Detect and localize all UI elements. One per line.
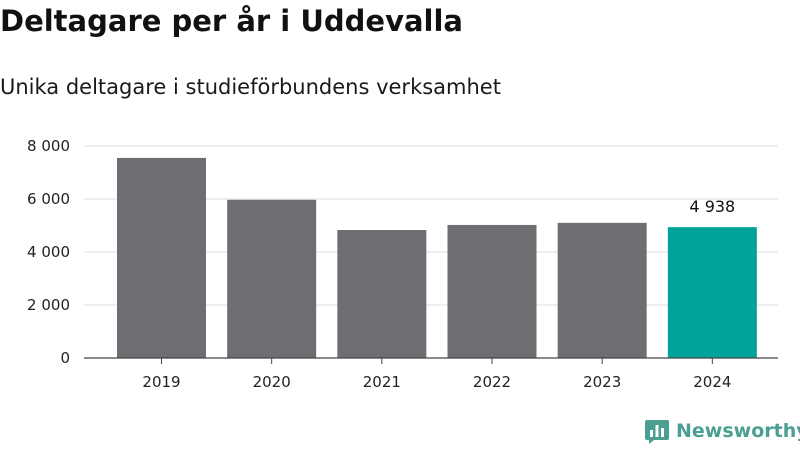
y-tick-label: 8 000 <box>27 137 70 155</box>
bar-2020 <box>227 199 317 358</box>
bar-2021 <box>337 230 427 358</box>
axes <box>84 357 778 364</box>
data-label: 4 938 <box>689 197 735 216</box>
x-tick-label: 2021 <box>363 373 401 391</box>
y-tick-label: 6 000 <box>27 190 70 208</box>
bar-2024 <box>667 227 757 358</box>
y-tick-label: 2 000 <box>27 296 70 314</box>
chart-subtitle: Unika deltagare i studieförbundens verks… <box>0 75 501 99</box>
y-tick-label: 0 <box>60 349 70 367</box>
x-tick-label: 2020 <box>253 373 291 391</box>
bars <box>117 157 757 358</box>
bar-2023 <box>557 222 647 358</box>
chart-title: Deltagare per år i Uddevalla <box>0 4 463 38</box>
bar-2022 <box>447 224 537 358</box>
newsworthy-logo: Newsworthy <box>644 418 800 444</box>
bar-2019 <box>117 157 206 358</box>
x-tick-label: 2024 <box>693 373 731 391</box>
bar-chart-logo-icon <box>645 420 669 444</box>
brand-name: Newsworthy <box>676 420 800 442</box>
y-tick-label: 4 000 <box>27 243 70 261</box>
tick-labels: 0 2 000 4 000 6 000 8 000 2019 2020 2021 2022 202… <box>27 137 735 391</box>
x-tick-label: 2019 <box>142 373 180 391</box>
x-tick-label: 2022 <box>473 373 511 391</box>
x-tick-label: 2023 <box>583 373 621 391</box>
